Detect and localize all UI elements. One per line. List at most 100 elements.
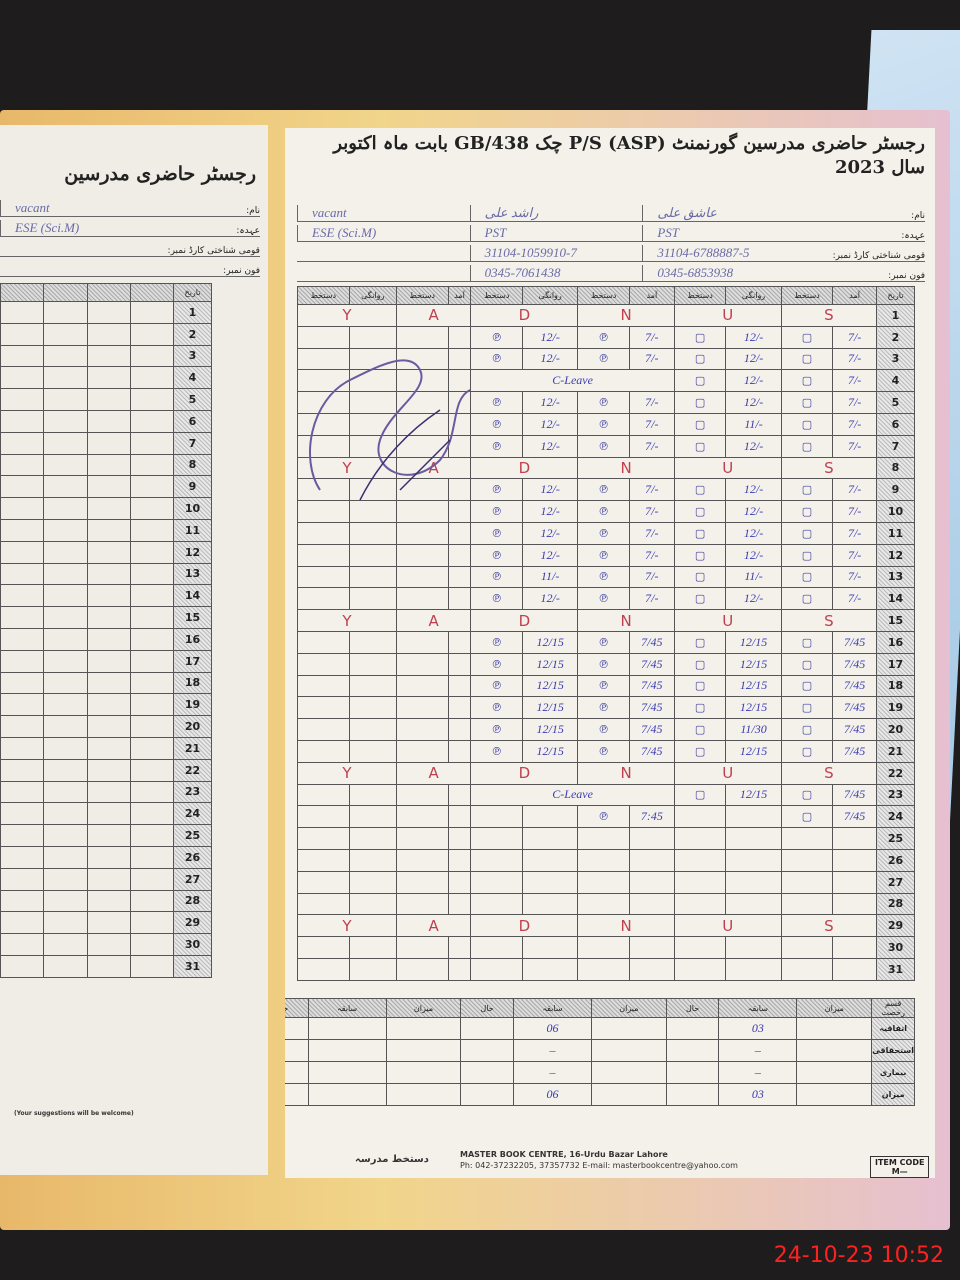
departure-time: 12/15	[521, 718, 579, 741]
arrival-time: 7/45	[628, 739, 675, 763]
signature-mark: ℗	[577, 587, 630, 611]
signature-mark: ℗	[577, 652, 630, 676]
day-number: 27	[173, 867, 212, 891]
signature-mark: ℗	[577, 412, 630, 436]
sunday-letter: D	[470, 609, 579, 632]
summary-header: حال	[285, 998, 309, 1018]
item-code: M—	[891, 1167, 908, 1176]
summary-value: –	[512, 1061, 593, 1084]
summary-row: 06 03 اتفاقیہ	[285, 1017, 915, 1040]
day-number: 7	[173, 431, 212, 455]
signature-mark: ℗	[470, 696, 523, 720]
table-row: 30	[297, 936, 915, 959]
departure-time: 12/15	[521, 674, 579, 698]
column-header: دستخط	[395, 286, 449, 305]
signature-mark: ▢	[780, 565, 834, 589]
table-row: ℗ 12/- ℗ 7/- ▢ 12/- ▢ 7/- 12	[297, 543, 915, 567]
signature-mark: ▢	[780, 347, 834, 371]
day-number: 25	[173, 824, 212, 847]
signature-mark	[577, 848, 630, 872]
designation-label: عہدہ:	[236, 226, 260, 236]
sunday-letter: D	[470, 304, 579, 327]
signature-mark: ▢	[780, 696, 834, 720]
sunday-letter: A	[395, 914, 472, 938]
departure-time: 12/15	[725, 739, 782, 763]
day-number: 5	[876, 391, 915, 414]
signature-mark: ▢	[780, 478, 834, 502]
teacher-name: عاشق علی	[642, 205, 815, 221]
column-header	[43, 283, 88, 302]
arrival-time	[628, 936, 675, 959]
sunday-letter: U	[673, 761, 782, 785]
left-table-row: 12	[0, 540, 212, 564]
day-number: 18	[876, 674, 915, 698]
day-number: 23	[876, 783, 915, 807]
table-row: Y A D N U S 29	[297, 914, 915, 938]
teacher-phone: 0345-6853938	[642, 265, 815, 281]
signature-mark: ℗	[470, 434, 523, 458]
day-number: 28	[173, 889, 212, 913]
arrival-time: 7/45	[832, 630, 877, 654]
date-header: تاریخ	[876, 286, 915, 305]
day-number: 6	[876, 412, 915, 436]
table-row: ℗ 12/- ℗ 7/- ▢ 11/- ▢ 7/- 6	[297, 412, 915, 436]
day-number: 8	[876, 456, 915, 480]
sunday-letter: S	[780, 456, 878, 480]
left-table-row: 29	[0, 911, 212, 935]
attendance-table: دستخط روانگی دستخط آمد دستخط روانگی دستخط آمد دس…	[297, 286, 915, 981]
arrival-time: 7/-	[628, 412, 675, 436]
day-number: 17	[173, 649, 212, 673]
day-number: 24	[876, 805, 915, 829]
table-row: Y A D N U S 15	[297, 609, 915, 632]
signature-mark: ▢	[780, 391, 834, 414]
teacher-designation: ESE (Sci.M)	[297, 225, 470, 241]
signature-mark: ▢	[780, 325, 834, 349]
arrival-time	[628, 957, 675, 981]
arrival-time: 7/-	[628, 391, 675, 414]
day-number: 10	[876, 500, 915, 523]
signature-mark: ▢	[673, 434, 727, 458]
publisher-contact: Ph: 042-37232205, 37357732 E-mail: maste…	[460, 1161, 738, 1170]
table-row: ℗ 12/- ℗ 7/- ▢ 12/- ▢ 7/- 10	[297, 500, 915, 523]
sunday-letter: S	[780, 609, 878, 632]
left-table-row: 26	[0, 845, 212, 869]
day-number: 22	[173, 758, 212, 782]
phone-label: فون نمبر:	[888, 271, 926, 281]
departure-time: 12/-	[725, 391, 782, 414]
column-header: دستخط	[297, 286, 350, 305]
sunday-letter: D	[470, 914, 579, 938]
day-number: 29	[876, 914, 915, 938]
signature-mark: ▢	[780, 718, 834, 741]
left-table-row: 20	[0, 715, 212, 738]
left-table-row: 1	[0, 301, 212, 324]
day-number: 26	[876, 848, 915, 872]
left-attendance-table: تاریخ 1 2 3 4 5 6 7 8 9 10 11 12 13 14 15 16 17 18 19 20 21 22…	[0, 283, 212, 978]
item-code-box: ITEM CODE M—	[870, 1156, 930, 1178]
signature-mark	[577, 827, 630, 850]
leave-note: C-Leave	[470, 783, 675, 807]
signature-mark: ℗	[577, 325, 630, 349]
signature-mark	[673, 957, 727, 981]
signature-mark: ▢	[780, 739, 834, 763]
departure-time	[521, 957, 579, 981]
signature-mark: ▢	[780, 521, 834, 545]
arrival-time: 7/45	[832, 696, 877, 720]
departure-time: 12/-	[521, 543, 579, 567]
signature-mark: ℗	[470, 500, 523, 523]
column-header: آمد	[447, 286, 472, 305]
signature-mark: ▢	[673, 347, 727, 371]
arrival-time: 7/45	[832, 783, 877, 807]
day-number: 25	[876, 827, 915, 850]
signature-mark	[470, 936, 523, 959]
signature-mark: ▢	[673, 718, 727, 741]
departure-time	[725, 870, 782, 894]
arrival-time	[832, 892, 877, 916]
arrival-time: 7/-	[628, 565, 675, 589]
signature-mark	[577, 870, 630, 894]
arrival-time: 7/-	[628, 325, 675, 349]
signature-mark	[673, 827, 727, 850]
table-row: ℗ 12/15 ℗ 7/45 ▢ 12/15 ▢ 7/45 18	[297, 674, 915, 698]
day-number: 2	[173, 322, 212, 346]
signature-mark	[470, 892, 523, 916]
signature-mark: ▢	[673, 674, 727, 698]
